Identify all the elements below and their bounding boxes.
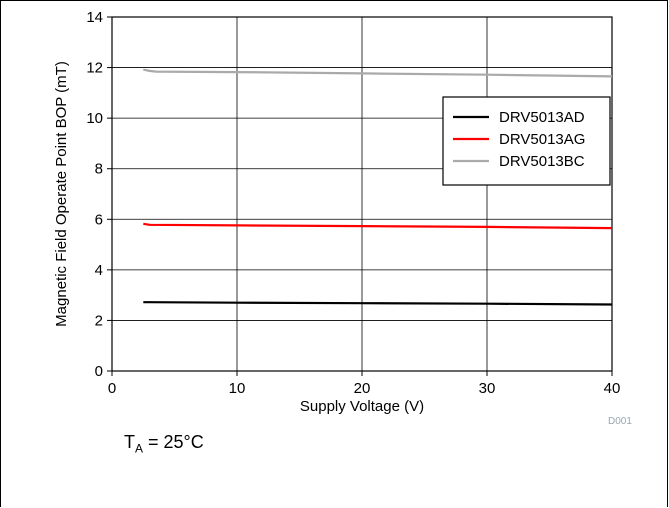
y-tick-label: 8 <box>95 161 103 178</box>
condition-subscript: A <box>135 441 144 456</box>
condition-main: T <box>124 432 135 452</box>
y-tick-label: 12 <box>86 60 103 77</box>
series-line-drv5013ag <box>143 222 613 230</box>
x-tick-label: 0 <box>108 380 116 397</box>
y-axis-label: Magnetic Field Operate Point BOP (mT) <box>53 61 70 327</box>
y-tick-label: 10 <box>86 110 103 127</box>
y-tick-label: 4 <box>95 262 103 279</box>
x-tick-label: 30 <box>479 380 496 397</box>
legend-label: DRV5013BC <box>499 153 585 170</box>
temperature-condition: TA = 25°C <box>124 432 204 456</box>
y-tick-label: 14 <box>86 9 103 26</box>
series-line-drv5013ad <box>143 301 613 306</box>
legend-label: DRV5013AG <box>499 131 585 148</box>
x-tick-label: 10 <box>229 380 246 397</box>
figure-id: D001 <box>608 416 632 427</box>
series-line-drv5013bc <box>143 68 613 78</box>
x-tick-label: 40 <box>604 380 621 397</box>
x-axis-label: Supply Voltage (V) <box>300 398 424 415</box>
legend-label: DRV5013AD <box>499 109 585 126</box>
legend-box <box>442 96 611 186</box>
condition-rest: = 25°C <box>143 432 204 452</box>
x-tick-label: 20 <box>354 380 371 397</box>
y-tick-label: 0 <box>95 363 103 380</box>
y-tick-label: 2 <box>95 312 103 329</box>
y-tick-label: 6 <box>95 211 103 228</box>
